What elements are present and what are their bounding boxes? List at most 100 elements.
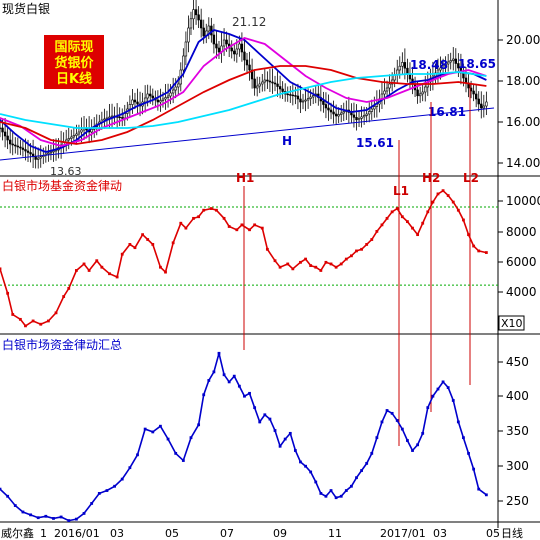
candle-body [169,92,172,97]
candle-body [182,55,185,71]
candle-body [151,95,154,99]
candle-body [161,98,165,101]
candle-body [212,34,216,45]
series-point [44,514,48,518]
series-point [235,228,239,232]
candle-body [296,95,300,100]
series-point [268,417,272,421]
candle-body [340,112,343,115]
candle-body [398,65,401,71]
candle-body [324,104,328,109]
candle-body [327,107,330,111]
series-point [189,436,193,440]
series-point [446,194,450,197]
series-point [217,351,221,355]
candle-body [189,18,193,29]
candle-body [337,114,340,117]
series-point [29,513,32,517]
price-tick: 18.00 [506,74,540,88]
candle-body [403,62,407,69]
series-point [319,269,323,272]
fund-tick: 6000 [506,255,537,269]
series-point [108,272,111,276]
series-point [304,464,307,468]
series-point [215,208,218,212]
candle-body [39,156,42,159]
candle-body [357,118,361,121]
series-point [105,489,109,492]
series-point [21,510,25,514]
candle-body [480,103,483,109]
candle-body [14,144,17,147]
candle-body [103,118,106,121]
series-point [192,216,195,220]
candle-body [199,19,203,29]
candle-body [245,59,249,66]
candle-body [47,152,50,155]
candle-body [462,72,465,79]
candle-body [187,27,190,43]
series-point [304,257,307,261]
candle-body [143,97,147,103]
candle-body [370,108,373,112]
series-point [54,311,58,315]
series-point [202,393,206,397]
candle-body [424,86,427,93]
series-point [227,225,231,228]
annotation-high: 21.12 [232,15,266,29]
series-point [431,394,435,398]
candle-body [322,100,325,105]
annotation-l2-high: 18.65 [458,57,496,71]
fund-panel: 白银市场基金资金律动 10000 8000 6000 4000 X10 [0,178,540,331]
series-point [151,243,155,246]
series-point [319,492,323,495]
candle-body [177,83,180,88]
summary-tick: 350 [506,424,529,438]
candle-body [118,116,121,119]
badge-line-3: 日K线 [56,71,92,87]
candle-body [131,99,134,105]
candle-body [362,115,366,118]
series-point [370,238,374,241]
series-point [227,380,231,384]
marker-label-h1: H1 [236,171,254,185]
candle-body [105,117,109,120]
series-point [360,469,363,472]
series-point [164,270,167,274]
series-point [344,257,348,261]
annotation-l2-low: 16.81 [428,105,466,119]
series-point [456,208,460,212]
annotation-h2-high: 18.48 [410,58,448,72]
summary-tick: 400 [506,389,529,403]
series-point [67,286,71,290]
fund-tick: 8000 [506,225,537,239]
series-point [278,444,282,448]
marker-label-l1: L1 [393,184,409,198]
candle-body [352,114,356,118]
series-point [339,494,343,498]
series-point [258,420,262,424]
candle-body [452,58,455,61]
candle-body [197,14,200,21]
candle-body [368,111,371,115]
series-point [395,207,399,210]
series-point [260,226,264,230]
price-tick: 14.00 [506,156,540,170]
candle-body [250,69,254,80]
series-point [6,494,10,498]
candle-body [149,93,152,97]
candle-body [418,93,422,97]
series-point [115,275,119,279]
candle-body [421,91,424,95]
candle-body [301,100,305,103]
candle-body [446,61,450,65]
candle-body [291,94,295,97]
series-ma_magenta [0,37,487,147]
series-point [416,233,420,237]
series-point [18,317,22,321]
x-axis: 威尔鑫 1 2016/01 03 05 07 09 11 2017/01 03 … [1,526,523,540]
series-point [197,423,201,427]
series-point [136,453,139,457]
summary-y-ticks: 450 400 350 300 250 [498,355,529,508]
candle-body [355,117,358,121]
